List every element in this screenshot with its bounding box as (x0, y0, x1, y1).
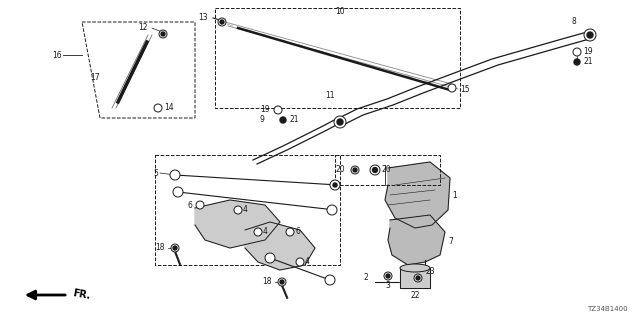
Circle shape (280, 117, 286, 123)
Circle shape (159, 30, 167, 38)
Text: 11: 11 (325, 91, 335, 100)
Text: 5: 5 (153, 169, 158, 178)
Text: 15: 15 (460, 85, 470, 94)
Text: 7: 7 (448, 237, 453, 246)
Circle shape (234, 206, 242, 214)
Circle shape (218, 18, 226, 26)
Text: 18: 18 (156, 244, 165, 252)
Circle shape (170, 170, 180, 180)
Circle shape (414, 274, 422, 282)
Text: 17: 17 (90, 74, 100, 83)
Polygon shape (400, 268, 430, 288)
Text: 6: 6 (187, 201, 192, 210)
Circle shape (384, 272, 392, 280)
Circle shape (334, 116, 346, 128)
Circle shape (330, 180, 340, 190)
Circle shape (171, 244, 179, 252)
Circle shape (386, 274, 390, 278)
Text: 10: 10 (335, 7, 344, 17)
Polygon shape (388, 215, 445, 265)
Text: 21: 21 (583, 58, 593, 67)
Text: FR.: FR. (72, 289, 92, 301)
Text: 19: 19 (583, 47, 593, 57)
Circle shape (280, 280, 284, 284)
Circle shape (325, 275, 335, 285)
Text: 9: 9 (260, 116, 265, 124)
Text: 19: 19 (260, 106, 270, 115)
Circle shape (416, 276, 420, 280)
Circle shape (286, 228, 294, 236)
Circle shape (173, 187, 183, 197)
Circle shape (327, 205, 337, 215)
Text: 23: 23 (425, 268, 435, 276)
Circle shape (196, 201, 204, 209)
Text: 6: 6 (295, 228, 300, 236)
Circle shape (161, 32, 165, 36)
Circle shape (278, 278, 286, 286)
Text: 4: 4 (263, 228, 268, 236)
Circle shape (254, 228, 262, 236)
Text: 4: 4 (243, 205, 248, 214)
Circle shape (574, 59, 580, 65)
Circle shape (173, 246, 177, 250)
Text: 20: 20 (335, 165, 345, 174)
Text: TZ34B1400: TZ34B1400 (588, 306, 628, 312)
Ellipse shape (400, 264, 430, 272)
Circle shape (265, 253, 275, 263)
Circle shape (351, 166, 359, 174)
Circle shape (587, 32, 593, 38)
Circle shape (370, 165, 380, 175)
Text: 20: 20 (382, 165, 392, 174)
Text: 8: 8 (572, 18, 577, 27)
Polygon shape (245, 222, 315, 270)
Circle shape (353, 168, 357, 172)
Text: 4: 4 (305, 258, 310, 267)
Circle shape (573, 48, 581, 56)
Text: 18: 18 (262, 277, 272, 286)
Circle shape (154, 104, 162, 112)
Text: 22: 22 (410, 291, 420, 300)
Circle shape (274, 106, 282, 114)
Text: 14: 14 (164, 103, 173, 113)
Circle shape (584, 29, 596, 41)
Polygon shape (385, 162, 450, 228)
Circle shape (220, 20, 224, 24)
Circle shape (296, 258, 304, 266)
Text: 16: 16 (52, 51, 62, 60)
Text: 1: 1 (452, 190, 457, 199)
Text: 12: 12 (138, 23, 147, 33)
Circle shape (448, 84, 456, 92)
Circle shape (337, 119, 343, 125)
Polygon shape (195, 200, 280, 248)
Circle shape (372, 167, 378, 172)
Text: 2: 2 (364, 274, 368, 283)
Text: 3: 3 (385, 281, 390, 290)
Circle shape (333, 183, 337, 187)
Text: 13: 13 (198, 13, 208, 22)
Text: 21: 21 (290, 116, 300, 124)
